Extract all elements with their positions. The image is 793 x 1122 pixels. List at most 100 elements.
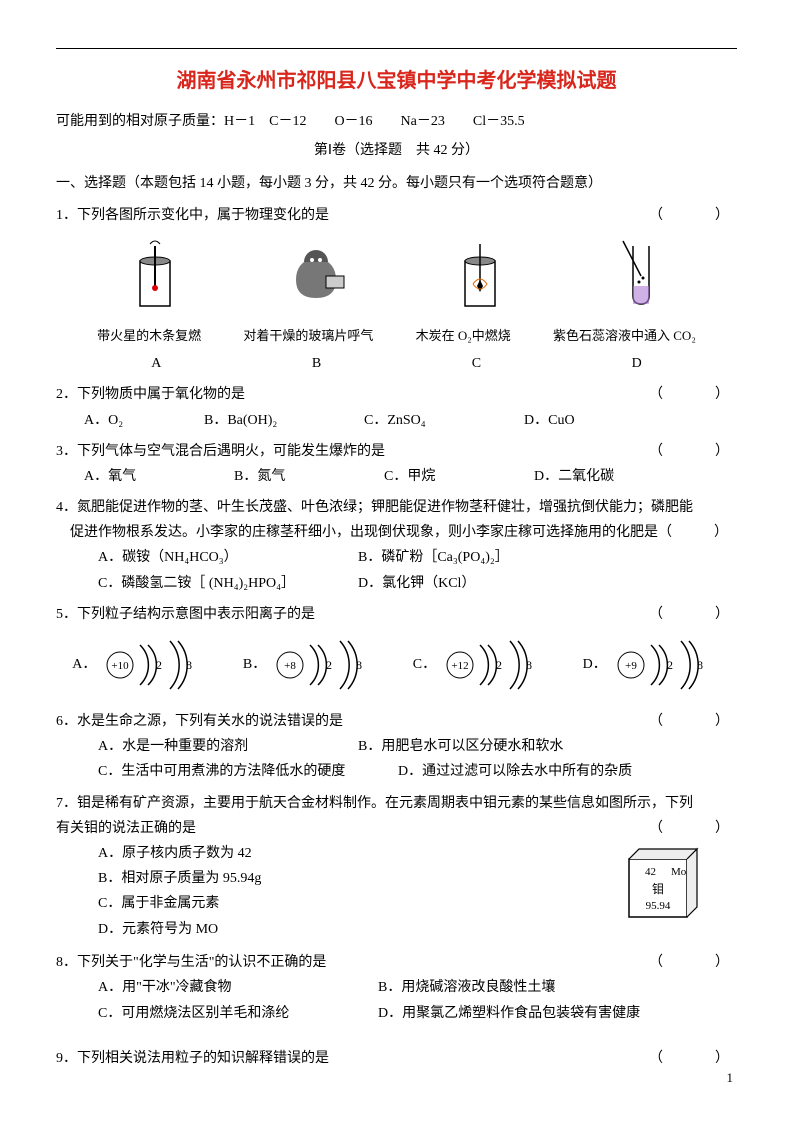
q7-stem1: 7．钼是稀有矿产资源，主要用于航天合金材料制作。在元素周期表中钼元素的某些信息如…: [56, 791, 737, 816]
svg-text:2: 2: [496, 658, 502, 672]
answer-blank: （ ）: [649, 709, 737, 734]
q6-stem: 6．水是生命之源，下列有关水的说法错误的是 （ ）: [56, 709, 737, 734]
q5-stem: 5．下列粒子结构示意图中表示阳离子的是 （ ）: [56, 602, 737, 627]
q1-fig-labels: 带火星的木条复燃 对着干燥的玻璃片呼气 木炭在 O₂中燃烧 紫色石蕊溶液中通入 …: [76, 324, 717, 347]
q3-stem: 3．下列气体与空气混合后遇明火，可能发生爆炸的是 （ ）: [56, 439, 737, 464]
q1-stem: 1．下列各图所示变化中，属于物理变化的是 （ ）: [56, 203, 737, 228]
svg-text:8: 8: [186, 658, 192, 672]
q5-b-label: B．: [243, 652, 266, 677]
svg-text:2: 2: [667, 658, 673, 672]
q5-opt-c: C． +12 2 8: [413, 635, 550, 695]
q1-figures: [76, 236, 717, 320]
q9-stem: 9．下列相关说法用粒子的知识解释错误的是 （ ）: [56, 1046, 737, 1071]
svg-text:+9: +9: [625, 660, 637, 672]
q8-opt-d: D．用聚氯乙烯塑料作食品包装袋有害健康: [378, 1001, 640, 1026]
q1-fig-c-label: 木炭在 O₂中燃烧: [416, 324, 511, 347]
q4-stem2: 促进作物根系发达。小李家的庄稼茎秆细小，出现倒伏现象，则小李家庄稼可选择施用的化…: [70, 520, 737, 545]
q3-opt-c: C．甲烷: [384, 464, 534, 489]
q6-text: 6．水是生命之源，下列有关水的说法错误的是: [56, 714, 343, 729]
svg-text:8: 8: [526, 658, 532, 672]
q9-text: 9．下列相关说法用粒子的知识解释错误的是: [56, 1051, 329, 1066]
q5-diagrams: A． +10 2 8 B． +8 2 8 C． +12: [56, 635, 737, 695]
q4-opt-c: C．磷酸氢二铵［ (NH₄)₂HPO₄］: [98, 571, 358, 596]
q8-stem: 8．下列关于"化学与生活"的认识不正确的是 （ ）: [56, 950, 737, 975]
q7-stem2-text: 有关钼的说法正确的是: [56, 821, 196, 836]
q5-text: 5．下列粒子结构示意图中表示阳离子的是: [56, 607, 315, 622]
atom-diagram-icon: +9 2 8: [611, 635, 721, 695]
answer-blank: （ ）: [649, 439, 737, 464]
q8-opt-b: B．用烧碱溶液改良酸性土壤: [378, 975, 555, 1000]
q2-options: A．O₂ B．Ba(OH)₂ C．ZnSO₄ D．CuO: [84, 408, 737, 433]
q3-opt-b: B．氮气: [234, 464, 384, 489]
q1-fig-a: [120, 236, 190, 320]
answer-blank: （ ）: [649, 602, 737, 627]
q2-text: 2．下列物质中属于氧化物的是: [56, 387, 245, 402]
q3-text: 3．下列气体与空气混合后遇明火，可能发生爆炸的是: [56, 444, 385, 459]
svg-text:95.94: 95.94: [646, 900, 671, 912]
q1-fig-b: [278, 236, 358, 320]
q1-letter-d: D: [632, 351, 642, 376]
q1-fig-b-label: 对着干燥的玻璃片呼气: [243, 324, 373, 347]
q4-stem1: 4．氮肥能促进作物的茎、叶生长茂盛、叶色浓绿；钾肥能促进作物茎秆健壮，增强抗倒伏…: [56, 495, 737, 520]
q3-opt-d: D．二氧化碳: [534, 464, 614, 489]
q4-opt-b: B．磷矿粉［Ca₃(PO₄)₂］: [358, 545, 509, 570]
q8-text: 8．下列关于"化学与生活"的认识不正确的是: [56, 955, 326, 970]
q5-c-label: C．: [413, 652, 436, 677]
q8-opt-a: A．用"干冰"冷藏食物: [98, 975, 378, 1000]
q6-opt-c: C．生活中可用煮沸的方法降低水的硬度: [98, 759, 398, 784]
section-head: 一、选择题（本题包括 14 小题，每小题 3 分，共 42 分。每小题只有一个选…: [56, 171, 737, 196]
q2-opt-b: B．Ba(OH)₂: [204, 408, 364, 433]
atomic-mass-line: 可能用到的相对原子质量：H－1 C－12 O－16 Na－23 Cl－35.5: [56, 109, 737, 134]
q5-opt-a: A． +10 2 8: [72, 635, 210, 695]
svg-text:+10: +10: [112, 660, 130, 672]
atom-diagram-icon: +10 2 8: [100, 635, 210, 695]
svg-text:+8: +8: [284, 660, 296, 672]
q7-stem2: 有关钼的说法正确的是 （ ）: [56, 816, 737, 841]
q1-fig-d: [603, 236, 673, 320]
q4-options-row1: A．碳铵（NH₄HCO₃） B．磷矿粉［Ca₃(PO₄)₂］: [98, 545, 737, 570]
element-box: 42 Mo 钼 95.94: [617, 845, 707, 940]
q6-row2: C．生活中可用煮沸的方法降低水的硬度 D．通过过滤可以除去水中所有的杂质: [98, 759, 737, 784]
q6-opt-b: B．用肥皂水可以区分硬水和软水: [358, 734, 563, 759]
q4-opt-d: D．氯化钾（KCl）: [358, 571, 475, 596]
answer-blank: （ ）: [649, 382, 737, 407]
atom-diagram-icon: +8 2 8: [270, 635, 380, 695]
svg-text:2: 2: [156, 658, 162, 672]
q4-opt-a: A．碳铵（NH₄HCO₃）: [98, 545, 358, 570]
q1-text: 1．下列各图所示变化中，属于物理变化的是: [56, 208, 329, 223]
q6-opt-a: A．水是一种重要的溶剂: [98, 734, 358, 759]
q2-opt-d: D．CuO: [524, 408, 575, 433]
svg-text:8: 8: [697, 658, 703, 672]
spacer: [56, 1026, 737, 1040]
svg-text:2: 2: [326, 658, 332, 672]
answer-blank: （ ）: [649, 950, 737, 975]
q3-opt-a: A．氧气: [84, 464, 234, 489]
q8-row2: C．可用燃烧法区别羊毛和涤纶 D．用聚氯乙烯塑料作食品包装袋有害健康: [98, 1001, 737, 1026]
q1-fig-a-label: 带火星的木条复燃: [97, 324, 201, 347]
exam-title: 湖南省永州市祁阳县八宝镇中学中考化学模拟试题: [56, 63, 737, 99]
q5-a-label: A．: [72, 652, 96, 677]
q5-d-label: D．: [583, 652, 607, 677]
q6-row1: A．水是一种重要的溶剂 B．用肥皂水可以区分硬水和软水: [98, 734, 737, 759]
svg-text:Mo: Mo: [671, 866, 687, 878]
q2-opt-c: C．ZnSO₄: [364, 408, 524, 433]
q4-options-row2: C．磷酸氢二铵［ (NH₄)₂HPO₄］ D．氯化钾（KCl）: [98, 571, 737, 596]
q5-opt-d: D． +9 2 8: [583, 635, 721, 695]
q1-fig-d-label: 紫色石蕊溶液中通入 CO₂: [553, 324, 696, 347]
q8-opt-c: C．可用燃烧法区别羊毛和涤纶: [98, 1001, 378, 1026]
q2-stem: 2．下列物质中属于氧化物的是 （ ）: [56, 382, 737, 407]
svg-text:钼: 钼: [652, 882, 664, 896]
top-rule: [56, 48, 737, 49]
atom-diagram-icon: +12 2 8: [440, 635, 550, 695]
svg-text:8: 8: [356, 658, 362, 672]
q6-opt-d: D．通过过滤可以除去水中所有的杂质: [398, 759, 632, 784]
q8-row1: A．用"干冰"冷藏食物 B．用烧碱溶液改良酸性土壤: [98, 975, 737, 1000]
answer-blank: （ ）: [649, 816, 737, 841]
q2-opt-a: A．O₂: [84, 408, 204, 433]
answer-blank: （ ）: [649, 203, 737, 228]
q3-options: A．氧气 B．氮气 C．甲烷 D．二氧化碳: [84, 464, 737, 489]
answer-blank: （ ）: [649, 1046, 737, 1071]
svg-text:+12: +12: [451, 660, 468, 672]
q1-letter-b: B: [312, 351, 321, 376]
q1-letter-c: C: [472, 351, 481, 376]
